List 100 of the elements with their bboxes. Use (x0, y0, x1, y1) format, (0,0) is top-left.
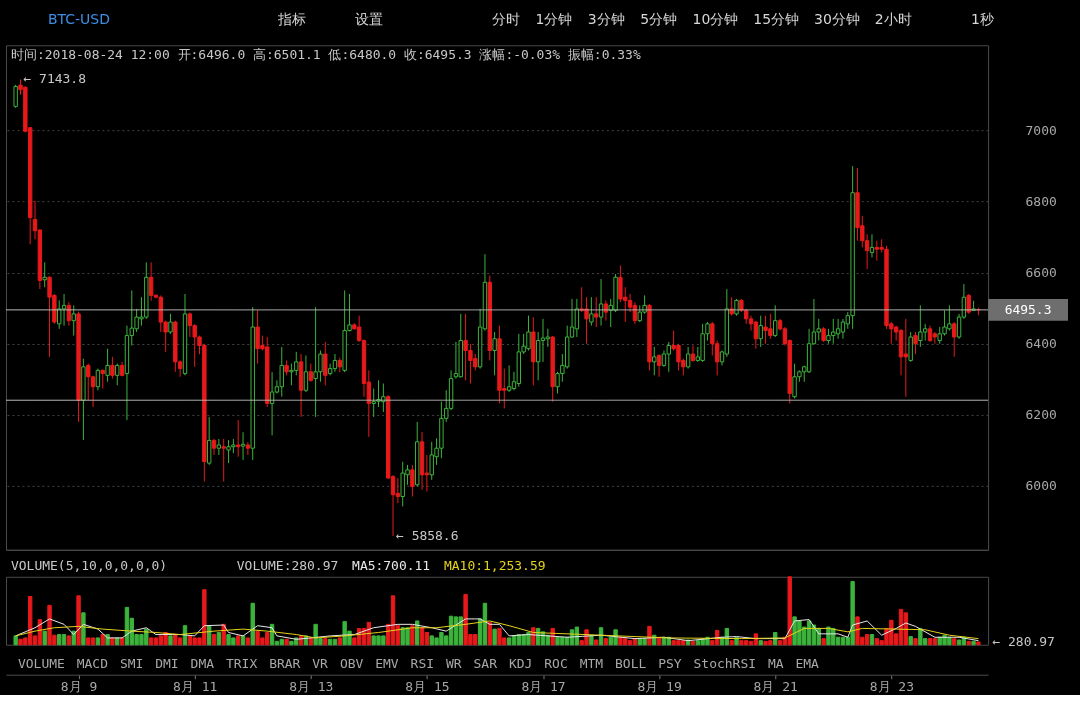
text: MA (767, 655, 784, 671)
bar (148, 637, 154, 646)
bar (652, 634, 657, 646)
candlestick (308, 363, 313, 383)
bar (908, 636, 913, 646)
bar (323, 638, 328, 646)
bar (589, 634, 594, 646)
bar (76, 595, 81, 646)
y-tick-label: 6000 (1025, 478, 1057, 494)
bar (245, 637, 251, 646)
candlestick (753, 320, 759, 350)
candlestick (105, 348, 110, 383)
bar (57, 634, 62, 646)
text: VOLUME:280.97 (236, 557, 339, 573)
bar (594, 639, 599, 646)
bar (976, 641, 981, 646)
text: WR (445, 655, 462, 671)
candlestick (236, 419, 241, 458)
bar (279, 638, 284, 646)
candlestick (332, 353, 338, 373)
x-tick-label: 8月 9 (60, 679, 98, 695)
candlestick (71, 304, 76, 337)
text: 3分钟 (587, 11, 625, 28)
bar (487, 621, 492, 646)
bar (603, 638, 609, 646)
text: 设置 (354, 11, 383, 28)
candlestick (656, 353, 662, 378)
y-tick-label: 6400 (1025, 336, 1057, 352)
candlestick (216, 438, 222, 456)
text: RSI (410, 655, 435, 671)
text: VOLUME(5,10,0,0,0,0) (10, 557, 168, 573)
bar (250, 602, 255, 646)
ref-line-label: 6495.3 (1004, 301, 1052, 317)
candlestick (410, 464, 415, 498)
candlestick (966, 293, 971, 315)
annotation: 时间:2018-08-24 12:00 开:6496.0 高:6501.1 低:6480.0 收:6495.3 涨幅:-0.03% 振幅:0.33% (10, 47, 641, 63)
bar (187, 635, 193, 646)
candlestick (652, 346, 657, 376)
bar (695, 640, 701, 646)
x-tick-label: 8月 17 (521, 679, 566, 695)
x-tick-label: 8月 23 (869, 679, 914, 695)
text: SMI (119, 655, 144, 671)
bar (95, 637, 101, 646)
candlestick (148, 261, 154, 302)
candlestick (908, 331, 913, 363)
text: ROC (544, 655, 568, 671)
bar (758, 640, 763, 646)
bar (211, 634, 217, 646)
text: 2小时 (874, 11, 912, 28)
candlestick (269, 371, 275, 436)
bar (874, 638, 880, 646)
bar (821, 638, 826, 646)
candlestick (903, 318, 909, 398)
candlestick (492, 331, 497, 376)
candlestick (303, 354, 309, 393)
bar (81, 612, 86, 646)
candlestick (240, 431, 246, 461)
bar (777, 640, 783, 646)
text: 1分钟 (535, 11, 573, 28)
candlestick (690, 345, 696, 363)
x-tick-label: 8月 11 (173, 679, 218, 695)
bar (66, 635, 72, 646)
text: 30分钟 (814, 11, 860, 28)
y-tick-label: 7000 (1025, 123, 1057, 139)
bar (27, 595, 33, 646)
candlestick (206, 416, 212, 466)
bar (90, 637, 96, 646)
text: StochRSI (693, 655, 757, 671)
bar (168, 635, 173, 646)
candlestick (506, 364, 512, 393)
bar (492, 628, 497, 646)
bar (61, 634, 67, 646)
y-tick-label: 6600 (1025, 265, 1057, 281)
candlestick (758, 315, 763, 348)
text: BRAR (269, 655, 301, 671)
bar (158, 635, 164, 646)
bar (337, 637, 343, 646)
annotation: ← 7143.8 (23, 71, 86, 87)
bar (206, 625, 212, 646)
bar (927, 638, 933, 646)
text: 分时 (491, 11, 520, 28)
x-tick-label: 8月 13 (289, 679, 334, 695)
text: OBV (339, 655, 364, 671)
bar (236, 635, 241, 646)
text: DMI (155, 655, 179, 671)
bar (177, 637, 183, 646)
bar (729, 640, 734, 646)
bar (410, 625, 415, 646)
bar (903, 612, 909, 646)
bar (956, 639, 962, 646)
text: PSY (658, 655, 682, 671)
bar (869, 634, 875, 646)
bar (284, 638, 289, 646)
annotation: ← 280.97 (992, 634, 1055, 649)
candlestick (589, 296, 594, 327)
candlestick (395, 477, 401, 504)
candlestick (913, 331, 918, 355)
text: TRIX (225, 655, 258, 671)
bar (864, 634, 870, 646)
candlestick (13, 84, 18, 109)
